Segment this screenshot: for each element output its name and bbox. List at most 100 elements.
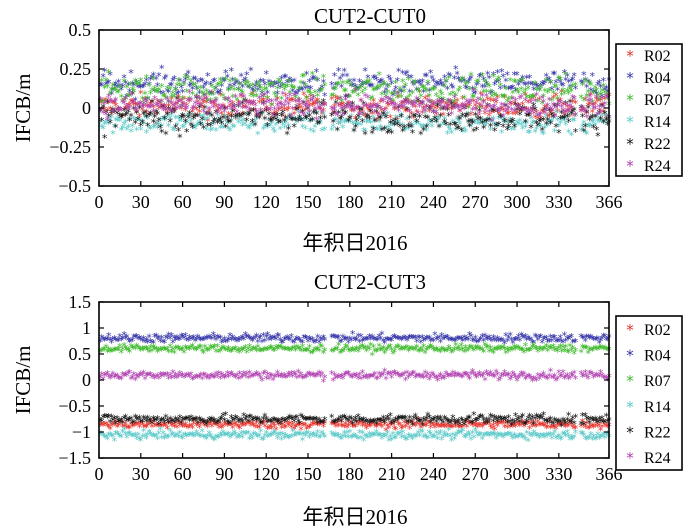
data-point: * <box>580 104 586 117</box>
data-point: * <box>379 76 385 89</box>
data-point: * <box>449 81 455 94</box>
data-point: * <box>548 107 554 120</box>
data-point: * <box>340 99 346 112</box>
data-point: * <box>341 103 347 116</box>
data-point: * <box>224 71 230 84</box>
data-point: * <box>541 107 547 120</box>
data-point: * <box>424 71 430 84</box>
data-point: * <box>544 101 550 114</box>
data-point: * <box>298 103 304 116</box>
data-point: * <box>250 88 256 101</box>
data-point: * <box>234 113 240 126</box>
data-point: * <box>153 73 159 86</box>
data-point: * <box>535 113 541 126</box>
data-point: * <box>556 74 562 87</box>
data-point: * <box>252 105 258 118</box>
data-point: * <box>447 70 453 83</box>
data-point: * <box>364 101 370 114</box>
data-point: * <box>528 94 534 107</box>
data-point: * <box>103 79 109 92</box>
x-tick-label: 300 <box>504 464 531 484</box>
data-point: * <box>170 100 176 113</box>
data-point: * <box>498 83 504 96</box>
data-point: * <box>602 93 608 106</box>
data-point: * <box>319 108 325 121</box>
data-point: * <box>139 82 145 95</box>
y-tick-label: 0.5 <box>69 344 92 364</box>
series-r07: ****************************************… <box>98 339 613 362</box>
data-point: * <box>142 79 148 92</box>
data-point: * <box>392 87 398 100</box>
data-point: * <box>270 109 276 122</box>
data-point: * <box>277 99 283 112</box>
data-point: * <box>275 88 281 101</box>
data-point: * <box>378 76 384 89</box>
data-point: * <box>365 72 371 85</box>
plot-area: ****************************************… <box>98 62 613 145</box>
data-point: * <box>511 98 517 111</box>
data-point: * <box>440 110 446 123</box>
data-point: * <box>596 105 602 118</box>
data-point: * <box>474 80 480 93</box>
data-point: * <box>102 65 108 78</box>
data-point: * <box>514 69 520 82</box>
data-point: * <box>202 93 208 106</box>
data-point: * <box>454 69 460 82</box>
data-point: * <box>224 115 230 128</box>
data-point: * <box>470 116 476 129</box>
data-point: * <box>112 97 118 110</box>
series-r22: ****************************************… <box>98 409 613 434</box>
data-point: * <box>153 119 159 132</box>
data-point: * <box>404 67 410 80</box>
data-point: * <box>463 82 469 95</box>
data-point: * <box>144 75 150 88</box>
data-point: * <box>417 87 423 100</box>
data-point: * <box>387 112 393 125</box>
data-point: * <box>516 80 522 93</box>
data-point: * <box>383 103 389 116</box>
data-point: * <box>197 107 203 120</box>
data-point: * <box>220 100 226 113</box>
legend-marker: * <box>626 157 634 175</box>
data-point: * <box>222 111 228 124</box>
data-point: * <box>399 87 405 100</box>
data-point: * <box>534 80 540 93</box>
data-point: * <box>394 75 400 88</box>
data-point: * <box>467 75 473 88</box>
data-point: * <box>298 83 304 96</box>
legend-marker: * <box>626 321 634 339</box>
data-point: * <box>464 102 470 115</box>
data-point: * <box>272 109 278 122</box>
data-point: * <box>169 94 175 107</box>
data-point: * <box>475 111 481 124</box>
x-tick-label: 60 <box>174 464 192 484</box>
data-point: * <box>308 83 314 96</box>
data-point: * <box>454 96 460 109</box>
data-point: * <box>248 64 254 77</box>
data-point: * <box>605 92 611 105</box>
data-point: * <box>177 95 183 108</box>
data-point: * <box>355 84 361 97</box>
data-point: * <box>496 76 502 89</box>
data-point: * <box>204 78 210 91</box>
data-point: * <box>329 79 335 92</box>
data-point: * <box>272 78 278 91</box>
data-point: * <box>537 84 543 97</box>
data-point: * <box>305 96 311 109</box>
data-point: * <box>399 98 405 111</box>
data-point: * <box>192 110 198 123</box>
data-point: * <box>283 72 289 85</box>
x-tick-label: 150 <box>295 464 322 484</box>
data-point: * <box>282 72 288 85</box>
data-point: * <box>595 95 601 108</box>
data-point: * <box>573 126 579 139</box>
data-point: * <box>291 76 297 89</box>
data-point: * <box>233 113 239 126</box>
legend-marker: * <box>626 91 634 109</box>
data-point: * <box>167 104 173 117</box>
data-point: * <box>406 72 412 85</box>
x-tick-label: 90 <box>215 464 233 484</box>
data-point: * <box>216 103 222 116</box>
data-point: * <box>286 103 292 116</box>
data-point: * <box>446 101 452 114</box>
